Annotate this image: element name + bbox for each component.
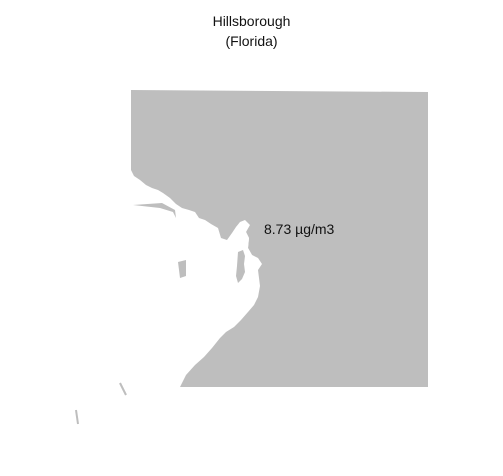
map-subtitle: (Florida): [225, 33, 278, 49]
peninsula: [236, 250, 245, 283]
county-shape: [131, 90, 428, 387]
island-fragment: [133, 203, 176, 218]
coast-fragment: [119, 382, 127, 396]
coast-fragment: [75, 409, 79, 425]
map-title: Hillsborough: [212, 13, 291, 29]
island-fragment: [178, 260, 186, 278]
value-label: 8.73 µg/m3: [264, 221, 335, 237]
